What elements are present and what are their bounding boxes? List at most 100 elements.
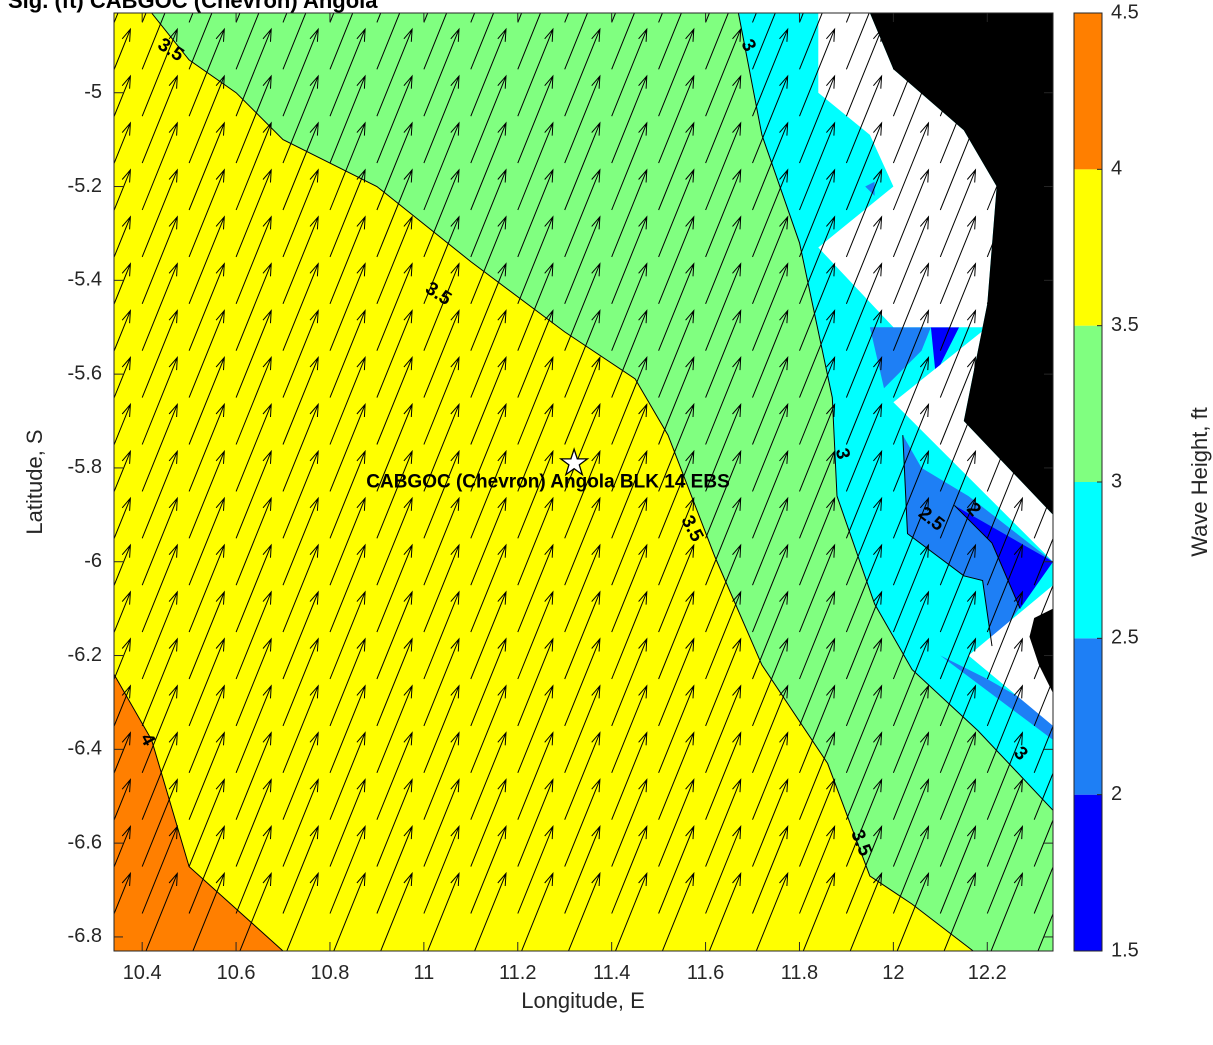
direction-arrow [470, 449, 507, 539]
direction-arrow [705, 27, 742, 117]
direction-arrow [423, 543, 460, 633]
direction-arrow [235, 684, 272, 773]
direction-arrow [141, 121, 178, 211]
direction-arrow [705, 825, 742, 914]
direction-arrow [611, 13, 635, 70]
direction-arrow [990, 871, 1023, 951]
direction-arrow [658, 356, 695, 445]
direction-arrow [282, 27, 319, 117]
direction-arrow [845, 684, 883, 773]
x-tick-label: 11.4 [593, 962, 630, 984]
direction-arrow [474, 871, 507, 951]
direction-arrow [939, 215, 977, 304]
direction-arrow [1033, 256, 1053, 304]
direction-arrow [845, 449, 883, 539]
direction-arrow [517, 684, 554, 773]
direction-arrow [282, 449, 319, 539]
contour-line-3 [737, 13, 1053, 811]
y-axis-label: Latitude, S [22, 429, 47, 534]
direction-arrow [470, 168, 507, 258]
direction-arrow [1033, 349, 1053, 398]
direction-arrow [564, 825, 601, 914]
direction-arrow [799, 74, 836, 164]
direction-arrow [470, 496, 507, 586]
direction-arrow [799, 496, 836, 586]
direction-arrow [114, 402, 131, 447]
direction-arrow [517, 309, 554, 398]
direction-arrow [427, 871, 460, 951]
direction-arrow [517, 168, 554, 258]
direction-arrow [235, 449, 272, 539]
direction-arrow [799, 449, 836, 539]
direction-arrow [611, 262, 648, 351]
direction-arrow [564, 449, 601, 539]
direction-arrow [892, 637, 930, 727]
direction-arrow [705, 262, 742, 351]
direction-arrow [114, 449, 131, 494]
direction-arrow [564, 27, 601, 117]
direction-arrow [329, 262, 366, 351]
direction-arrow [611, 637, 648, 727]
direction-arrow [282, 168, 319, 258]
x-tick-label: 12.2 [968, 962, 1007, 984]
direction-arrow [376, 825, 413, 914]
direction-arrow [939, 731, 977, 820]
direction-arrow [939, 168, 977, 258]
direction-arrow [705, 309, 742, 398]
direction-arrow [470, 590, 507, 680]
direction-arrow [286, 871, 319, 951]
direction-arrow [114, 778, 131, 822]
direction-arrow [141, 637, 178, 727]
direction-arrow [188, 731, 225, 820]
direction-arrow [1033, 490, 1053, 539]
direction-arrow [845, 121, 883, 211]
direction-arrow [892, 356, 930, 445]
direction-arrow [705, 74, 742, 164]
direction-arrow [1037, 912, 1053, 951]
colorbar-band [1074, 325, 1102, 482]
direction-arrow [282, 121, 319, 211]
direction-arrow [114, 74, 131, 118]
direction-arrow [658, 496, 695, 586]
direction-arrow [517, 402, 554, 492]
direction-arrow [986, 402, 1023, 492]
direction-arrow [282, 309, 319, 398]
direction-arrow [470, 402, 507, 492]
y-tick-label: -5.2 [68, 175, 102, 197]
direction-arrow [752, 778, 789, 867]
direction-arrow [799, 778, 836, 867]
direction-arrow [282, 778, 319, 867]
colorbar-band [1074, 482, 1102, 639]
direction-arrow [329, 496, 366, 586]
direction-arrow [423, 825, 460, 914]
direction-arrow [188, 496, 225, 586]
direction-arrow [1033, 302, 1053, 351]
direction-arrow [611, 543, 648, 633]
direction-arrow [188, 543, 225, 633]
direction-arrow [517, 215, 554, 304]
direction-arrow [611, 27, 648, 117]
direction-arrow [470, 13, 495, 70]
direction-arrow [939, 449, 977, 539]
direction-arrow [380, 871, 413, 951]
direction-arrow [235, 825, 272, 914]
direction-arrow [141, 309, 178, 398]
direction-arrow [114, 496, 131, 541]
direction-arrow [939, 825, 977, 914]
direction-arrow [986, 590, 1023, 680]
direction-arrow [892, 778, 930, 867]
direction-arrow [376, 778, 413, 867]
direction-arrow [1033, 21, 1053, 70]
direction-arrow [517, 74, 554, 164]
colorbar-tick-label: 4 [1111, 158, 1122, 180]
direction-arrow [470, 543, 507, 633]
direction-arrow [235, 262, 272, 351]
contour-label: 3 [831, 446, 854, 461]
direction-arrow [188, 684, 225, 773]
colorbar-band [1074, 638, 1102, 795]
direction-arrow [845, 356, 883, 445]
direction-arrow [564, 590, 601, 680]
direction-arrow [658, 731, 695, 820]
x-tick-label: 12 [882, 962, 904, 984]
direction-arrow [658, 637, 695, 727]
